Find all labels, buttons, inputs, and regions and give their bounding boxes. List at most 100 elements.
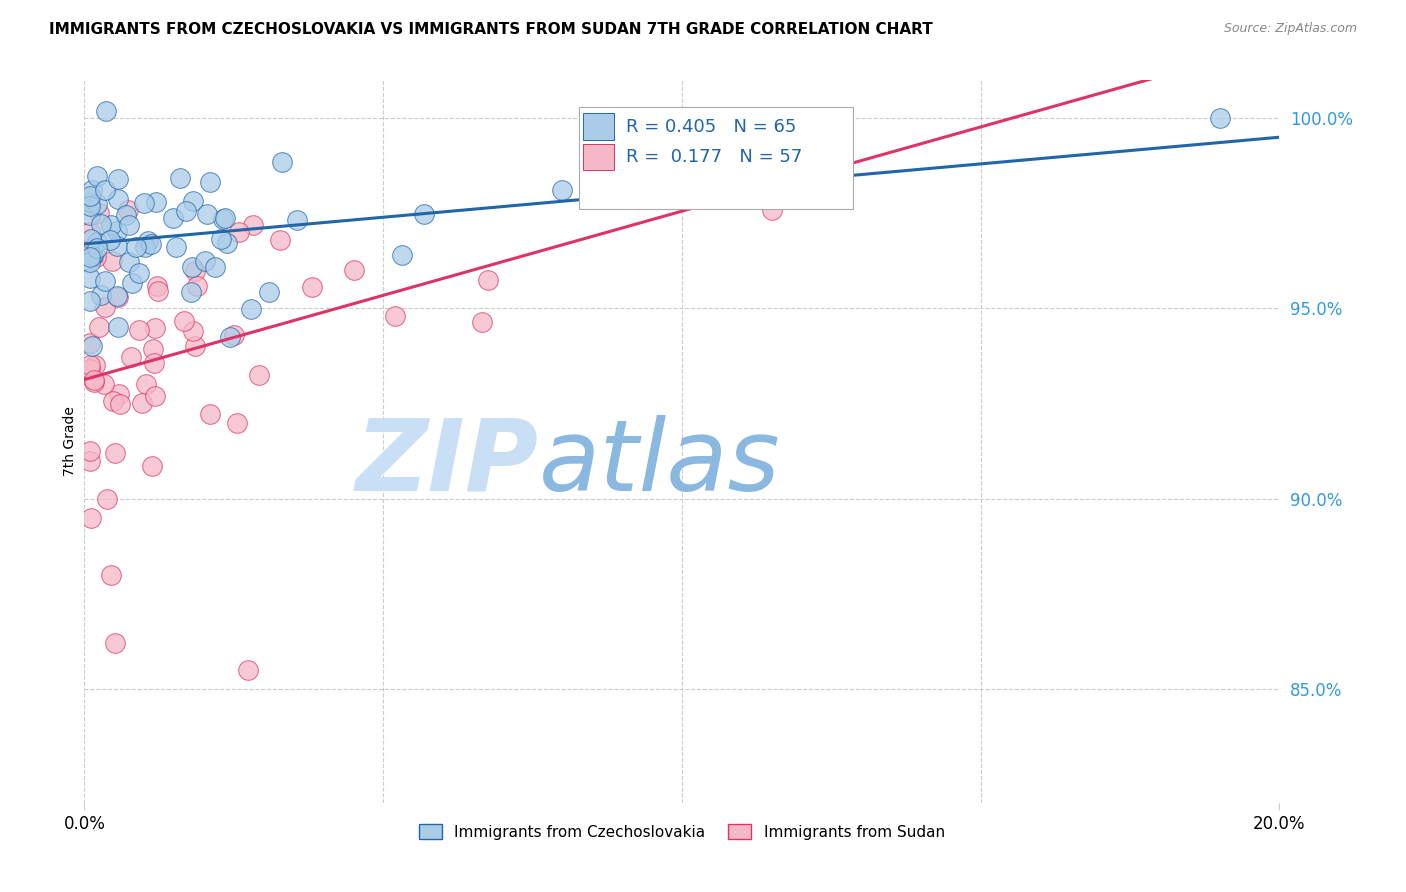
Text: ZIP: ZIP: [356, 415, 538, 512]
Point: [142, 342, 165, 356]
Point: [104, 636, 127, 650]
Point: [198, 175, 221, 189]
Point: [146, 279, 169, 293]
Point: [183, 194, 205, 209]
Point: [198, 407, 221, 421]
Point: [96, 103, 118, 118]
Point: [100, 218, 122, 232]
Point: [100, 567, 122, 582]
Point: [285, 213, 308, 227]
Point: [247, 368, 270, 382]
Point: [79, 271, 101, 285]
Point: [173, 313, 195, 327]
Point: [169, 170, 191, 185]
Point: [110, 397, 132, 411]
Point: [270, 155, 292, 169]
Point: [79, 189, 101, 203]
Point: [242, 218, 264, 232]
Legend: Immigrants from Czechoslovakia, Immigrants from Sudan: Immigrants from Czechoslovakia, Immigran…: [413, 818, 950, 846]
Point: [83, 359, 105, 373]
Point: [107, 192, 129, 206]
Point: [79, 362, 101, 376]
Point: [79, 358, 101, 372]
Point: [228, 225, 250, 239]
Point: [90, 217, 112, 231]
Point: [209, 232, 232, 246]
Point: [80, 183, 103, 197]
Point: [181, 324, 204, 338]
Point: [83, 375, 105, 389]
Point: [121, 276, 143, 290]
Point: [101, 394, 124, 409]
Y-axis label: 7th Grade: 7th Grade: [63, 407, 77, 476]
Point: [413, 207, 436, 221]
Point: [301, 280, 323, 294]
Point: [162, 211, 184, 226]
Point: [105, 238, 128, 252]
Point: [98, 233, 121, 247]
Point: [551, 183, 574, 197]
Text: IMMIGRANTS FROM CZECHOSLOVAKIA VS IMMIGRANTS FROM SUDAN 7TH GRADE CORRELATION CH: IMMIGRANTS FROM CZECHOSLOVAKIA VS IMMIGR…: [49, 22, 934, 37]
Point: [90, 287, 112, 301]
Point: [219, 330, 242, 344]
Point: [79, 254, 101, 268]
Point: [101, 253, 124, 268]
Point: [222, 328, 245, 343]
Point: [82, 249, 104, 263]
Point: [128, 323, 150, 337]
Point: [104, 446, 127, 460]
Point: [181, 260, 204, 274]
Text: R = 0.405   N = 65: R = 0.405 N = 65: [626, 118, 796, 136]
Point: [471, 315, 494, 329]
Point: [146, 284, 169, 298]
Point: [257, 285, 280, 300]
Point: [93, 275, 115, 289]
Point: [79, 226, 101, 240]
Point: [226, 416, 249, 430]
Point: [86, 197, 108, 211]
Point: [114, 208, 136, 222]
Point: [174, 204, 197, 219]
Point: [141, 237, 163, 252]
Point: [79, 243, 101, 257]
Point: [343, 263, 366, 277]
Point: [107, 172, 129, 186]
Point: [87, 320, 110, 334]
Point: [79, 335, 101, 350]
Point: [96, 491, 118, 506]
Point: [131, 396, 153, 410]
Point: [384, 309, 406, 323]
Point: [79, 208, 101, 222]
Point: [212, 212, 235, 227]
Point: [142, 356, 165, 370]
Point: [80, 231, 103, 245]
Point: [141, 459, 163, 474]
Point: [238, 663, 260, 677]
Point: [195, 207, 218, 221]
Point: [94, 300, 117, 314]
Point: [134, 240, 156, 254]
Point: [80, 339, 103, 353]
Point: [128, 266, 150, 280]
Point: [194, 254, 217, 268]
Point: [135, 376, 157, 391]
Point: [79, 250, 101, 264]
Point: [143, 389, 166, 403]
Point: [239, 301, 262, 316]
Point: [94, 183, 117, 197]
Point: [143, 321, 166, 335]
Point: [184, 263, 207, 277]
Point: [118, 218, 141, 232]
Point: [761, 202, 783, 217]
Point: [79, 293, 101, 308]
Point: [641, 122, 664, 136]
Point: [165, 239, 187, 253]
Point: [79, 199, 101, 213]
Point: [82, 249, 104, 263]
Point: [105, 289, 128, 303]
Point: [145, 194, 167, 209]
Point: [108, 387, 131, 401]
Point: [117, 202, 139, 217]
Point: [477, 273, 499, 287]
Point: [86, 235, 108, 249]
